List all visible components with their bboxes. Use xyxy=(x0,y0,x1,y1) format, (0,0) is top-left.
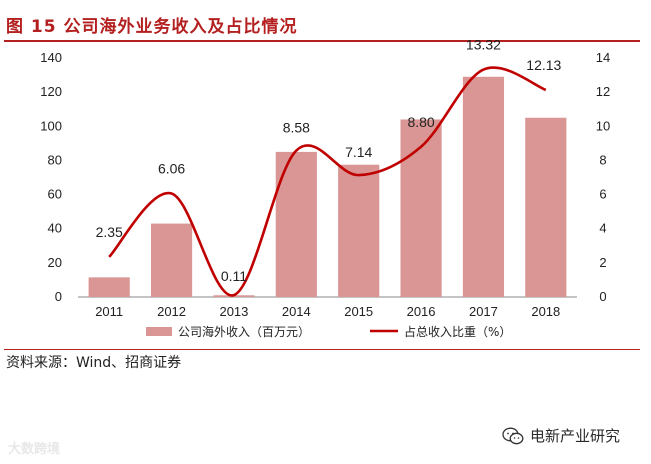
x-tick-label: 2011 xyxy=(95,304,123,319)
y-right-tick-label: 10 xyxy=(596,118,610,133)
source-rule xyxy=(4,349,640,350)
y-left-tick-label: 140 xyxy=(40,50,62,65)
legend-bar-swatch xyxy=(146,327,172,336)
watermark-left: 大数跨境 xyxy=(8,442,61,457)
y-left-tick-label: 100 xyxy=(40,118,62,133)
y-right-tick-label: 8 xyxy=(599,152,606,167)
y-right-tick-label: 12 xyxy=(596,84,610,99)
y-right-tick-label: 4 xyxy=(599,221,606,236)
bar xyxy=(275,151,317,297)
line-data-label: 8.58 xyxy=(283,120,310,136)
line-data-label: 8.80 xyxy=(407,114,434,130)
bar xyxy=(150,223,193,297)
x-tick-label: 2016 xyxy=(407,304,436,319)
legend-line-label: 占总收入比重（%） xyxy=(404,324,511,339)
y-right-tick-label: 0 xyxy=(599,289,606,304)
y-left-tick-label: 80 xyxy=(48,152,62,167)
y-right-tick-label: 2 xyxy=(599,255,606,270)
y-left-tick-label: 0 xyxy=(55,289,62,304)
figure-title: 图 15 公司海外业务收入及占比情况 xyxy=(6,17,298,37)
x-tick-label: 2018 xyxy=(531,304,560,319)
legend-bar-label: 公司海外收入（百万元） xyxy=(178,324,310,339)
bar xyxy=(400,119,442,297)
x-tick-label: 2015 xyxy=(344,304,373,319)
y-left-tick-label: 40 xyxy=(48,221,62,236)
y-right-tick-label: 6 xyxy=(599,187,606,202)
x-tick-label: 2013 xyxy=(219,304,248,319)
bar xyxy=(525,117,567,297)
y-left-tick-label: 20 xyxy=(48,255,62,270)
x-tick-label: 2012 xyxy=(157,304,186,319)
y-left-tick-label: 120 xyxy=(40,84,62,99)
line-data-label: 13.32 xyxy=(466,37,501,53)
watermark-right-text: 电新产业研究 xyxy=(530,427,621,445)
bar xyxy=(338,164,380,297)
x-tick-label: 2014 xyxy=(282,304,311,319)
wechat-icon xyxy=(502,427,524,444)
line-data-label: 12.13 xyxy=(526,57,561,73)
series-line xyxy=(108,66,547,297)
watermark-right: 电新产业研究 xyxy=(502,425,620,446)
chart: 0 20 40 60 80 100 120 140 0 2 4 6 8 10 12 14 2011 2012 201… xyxy=(40,37,610,339)
line-data-label: 2.35 xyxy=(96,224,123,240)
y-left-tick-label: 60 xyxy=(48,187,62,202)
line-data-label: 7.14 xyxy=(345,144,372,160)
bar xyxy=(462,76,505,298)
bar xyxy=(88,277,130,297)
line-data-label: 6.06 xyxy=(158,161,185,177)
source-note: 资料来源：Wind、招商证券 xyxy=(6,355,182,371)
x-tick-label: 2017 xyxy=(469,304,498,319)
title-rule xyxy=(4,40,640,42)
line-data-label: 0.11 xyxy=(221,268,247,284)
y-right-tick-label: 14 xyxy=(596,50,610,65)
